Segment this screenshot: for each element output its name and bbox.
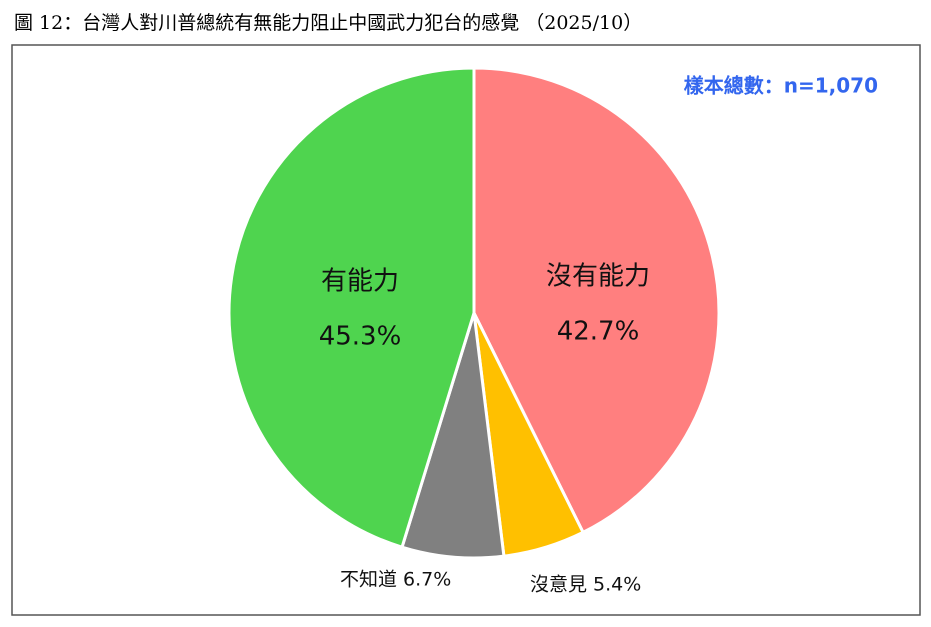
- chart-frame: [11, 44, 921, 616]
- slice-category: 有能力: [321, 267, 399, 297]
- sample-note: 樣本總數：n=1,070: [684, 74, 878, 98]
- slice-category: 不知道: [340, 569, 397, 591]
- slice-value-label: 45.3%: [319, 322, 402, 352]
- pie-slice: [472, 66, 721, 535]
- pie-slice: [227, 66, 476, 550]
- chart-title: 圖 12：台灣人對川普總統有無能力阻止中國武力犯台的感覺 （2025/10）: [14, 12, 642, 34]
- slice-value-label: 6.7%: [403, 569, 451, 591]
- slice-category: 沒有能力: [546, 262, 650, 292]
- slice-value-label: 42.7%: [557, 317, 640, 347]
- slice-category: 沒意見: [530, 574, 587, 596]
- slice-value-label: 5.4%: [593, 574, 641, 596]
